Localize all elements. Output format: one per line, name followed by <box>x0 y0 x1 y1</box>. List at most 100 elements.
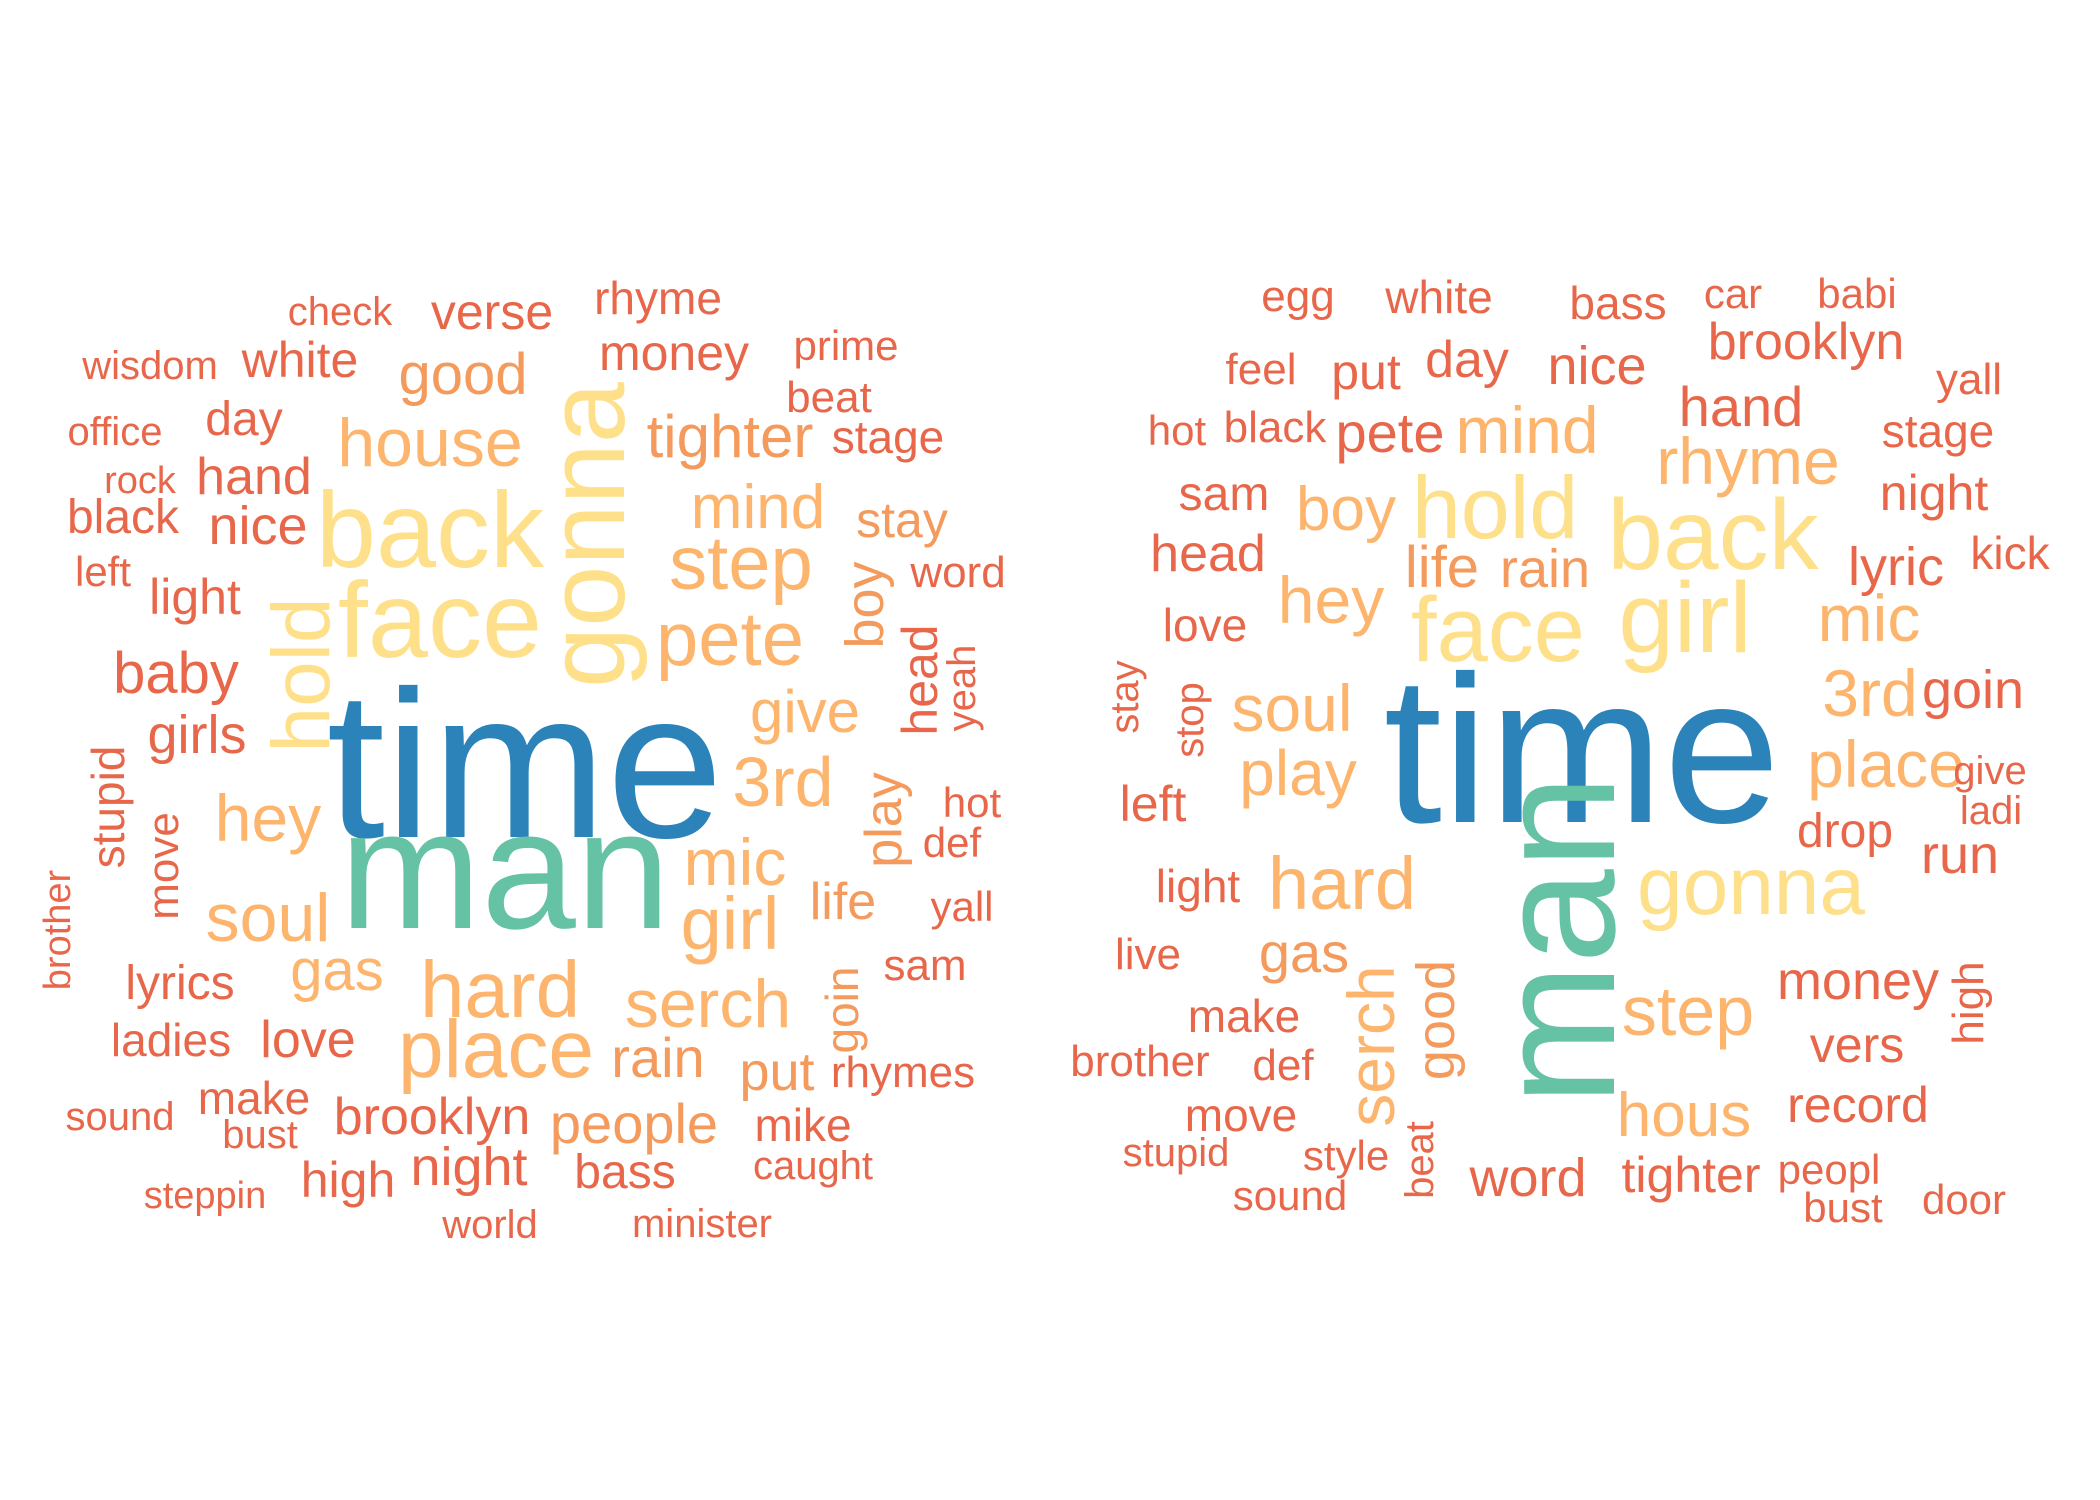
word-sam: sam <box>1178 468 1270 521</box>
word-lyrics: lyrics <box>125 957 235 1010</box>
word-hard: hard <box>1267 842 1417 925</box>
word-good: good <box>1406 959 1466 1081</box>
word-gonna: gonna <box>1636 841 1866 932</box>
word-stay: stay <box>856 492 948 548</box>
word-drop: drop <box>1796 805 1894 858</box>
word-back: back <box>1607 479 1819 591</box>
word-peopl: peopl <box>1777 1146 1881 1193</box>
word-hous: hous <box>1616 1081 1752 1150</box>
word-stop: stop <box>1168 682 1212 758</box>
word-man: man <box>339 775 671 965</box>
word-play: play <box>1239 737 1357 809</box>
word-word: word <box>1469 1148 1587 1208</box>
word-nice: nice <box>1547 336 1647 396</box>
word-run: run <box>1920 825 2000 885</box>
word-nice: nice <box>208 496 308 556</box>
word-stage: stage <box>1881 405 1995 457</box>
word-door: door <box>1921 1176 2007 1223</box>
word-play: play <box>855 772 913 868</box>
word-boy: boy <box>1296 475 1396 544</box>
word-serch: serch <box>624 966 792 1042</box>
word-life: life <box>809 873 877 931</box>
word-light: light <box>149 569 241 625</box>
word-bass: bass <box>574 1146 676 1199</box>
word-left: left <box>74 548 132 595</box>
word-lyric: lyric <box>1848 537 1944 597</box>
word-place: place <box>397 1004 595 1095</box>
word-yall: yall <box>1935 355 2003 404</box>
word-prime: prime <box>793 322 899 369</box>
word-bust: bust <box>1803 1184 1883 1231</box>
word-3rd: 3rd <box>1822 656 1918 730</box>
word-time: time <box>326 647 724 882</box>
word-mic: mic <box>1817 581 1921 655</box>
word-egg: egg <box>1261 272 1335 321</box>
word-face: face <box>1411 579 1585 681</box>
word-ladi: ladi <box>1959 789 2023 833</box>
word-step: step <box>1621 972 1755 1050</box>
word-boy: boy <box>835 561 895 649</box>
word-verse: verse <box>430 284 554 340</box>
word-brother: brother <box>1070 1037 1210 1086</box>
word-money: money <box>1776 951 1940 1011</box>
word-people: people <box>549 1092 719 1155</box>
word-hold: hold <box>1411 458 1579 557</box>
word-feel: feel <box>1225 345 1297 394</box>
word-goin: goin <box>1921 660 2025 720</box>
word-put: put <box>739 1042 815 1102</box>
word-tighter: tighter <box>646 403 814 470</box>
word-wisdom: wisdom <box>82 344 218 388</box>
word-left: left <box>1119 776 1187 832</box>
word-mic: mic <box>683 825 787 899</box>
word-face: face <box>337 559 543 680</box>
word-brooklyn: brooklyn <box>1707 313 1905 371</box>
word-white: white <box>241 332 359 388</box>
word-yeah: yeah <box>940 644 984 732</box>
word-make: make <box>1187 990 1301 1042</box>
word-good: good <box>398 342 528 407</box>
word-stupid: stupid <box>1122 1131 1230 1175</box>
word-gas: gas <box>290 938 384 1003</box>
word-love: love <box>1162 599 1248 651</box>
word-ladies: ladies <box>110 1014 232 1066</box>
word-house: house <box>337 405 523 481</box>
word-brother: brother <box>37 869 79 991</box>
word-stage: stage <box>831 411 945 463</box>
word-serch: serch <box>1334 965 1408 1127</box>
word-move: move <box>139 812 188 920</box>
word-step: step <box>669 521 813 606</box>
word-give: give <box>1953 749 2027 793</box>
word-world: world <box>442 1203 538 1247</box>
word-girl: girl <box>680 882 780 965</box>
word-cloud-right: time man hold back face girl gonna mind rhyme boy… <box>1050 0 2100 1500</box>
word-soul: soul <box>205 880 331 956</box>
word-baby: baby <box>113 641 239 706</box>
word-money: money <box>598 325 750 381</box>
word-pete: pete <box>656 597 804 682</box>
word-make: make <box>197 1072 311 1124</box>
word-rain: rain <box>611 1026 705 1089</box>
word-life: life <box>1404 535 1480 600</box>
word-yall: yall <box>930 883 994 930</box>
word-man: man <box>1461 774 1651 1106</box>
word-move: move <box>1184 1089 1298 1141</box>
word-stupid: stupid <box>82 745 134 869</box>
word-black: black <box>1223 403 1327 452</box>
word-car: car <box>1703 270 1763 317</box>
word-def: def <box>922 819 982 866</box>
word-mike: mike <box>754 1099 852 1151</box>
word-rhyme: rhyme <box>594 272 722 324</box>
word-tighter: tighter <box>1621 1147 1761 1203</box>
word-beat: beat <box>1398 1121 1442 1199</box>
word-minister: minister <box>631 1202 773 1246</box>
word-mind: mind <box>690 473 826 542</box>
word-rock: rock <box>104 460 176 502</box>
word-kick: kick <box>1970 527 2050 579</box>
word-high: high <box>300 1152 396 1208</box>
word-day: day <box>205 393 283 446</box>
word-gonna: gonna <box>525 382 648 688</box>
word-hand: hand <box>196 448 312 506</box>
word-babi: babi <box>1817 270 1897 317</box>
word-def: def <box>1252 1041 1314 1090</box>
